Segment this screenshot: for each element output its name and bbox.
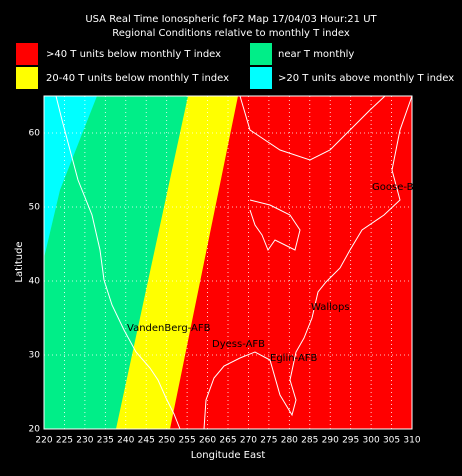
subtitle: Regional Conditions relative to monthly … <box>112 28 350 39</box>
legend-swatch <box>250 67 272 89</box>
station-label: Goose-B <box>372 182 414 193</box>
x-tick-label: 305 <box>383 436 400 446</box>
x-tick-label: 275 <box>260 436 277 446</box>
x-tick-label: 230 <box>76 436 93 446</box>
x-axis-label: Longitude East <box>191 450 266 461</box>
x-tick-label: 285 <box>301 436 318 446</box>
x-tick-label: 265 <box>219 436 236 446</box>
x-tick-label: 290 <box>322 436 339 446</box>
x-tick-label: 280 <box>281 436 298 446</box>
zone-40 <box>170 96 412 429</box>
map-frame <box>43 95 413 430</box>
x-tick-label: 235 <box>97 436 114 446</box>
y-tick-label: 60 <box>29 129 41 139</box>
y-tick-label: 50 <box>29 203 41 213</box>
legend-label: near T monthly <box>278 49 354 60</box>
legend-label: >40 T units below monthly T index <box>46 49 221 60</box>
station-label: Wallops <box>311 302 350 313</box>
x-tick-label: 220 <box>35 436 52 446</box>
x-tick-label: 240 <box>117 436 134 446</box>
station-label: Dyess-AFB <box>212 339 265 350</box>
zone-above <box>44 96 97 258</box>
coastline <box>55 95 181 430</box>
legend-swatch <box>250 43 272 65</box>
station-label: VandenBerg-AFB <box>127 323 211 334</box>
title: USA Real Time Ionospheric foF2 Map 17/04… <box>85 14 377 25</box>
coastline <box>249 199 301 252</box>
x-tick-label: 250 <box>158 436 175 446</box>
y-tick-label: 20 <box>29 425 41 435</box>
x-tick-label: 310 <box>403 436 420 446</box>
legend-label: >20 T units above monthly T index <box>278 73 454 84</box>
x-tick-label: 300 <box>363 436 380 446</box>
legend-swatch <box>16 67 38 89</box>
x-tick-label: 260 <box>199 436 216 446</box>
y-tick-label: 30 <box>29 351 41 361</box>
x-tick-label: 245 <box>138 436 155 446</box>
x-tick-label: 295 <box>342 436 359 446</box>
legend-swatch <box>16 43 38 65</box>
station-label: Eglin-AFB <box>270 353 318 364</box>
y-axis-label: Latitude <box>14 241 25 282</box>
x-tick-label: 255 <box>179 436 196 446</box>
y-tick-label: 40 <box>29 277 41 287</box>
x-tick-label: 225 <box>56 436 73 446</box>
coastline <box>239 95 386 161</box>
legend-label: 20-40 T units below monthly T index <box>46 73 229 84</box>
coastline <box>203 95 413 430</box>
x-tick-label: 270 <box>240 436 257 446</box>
